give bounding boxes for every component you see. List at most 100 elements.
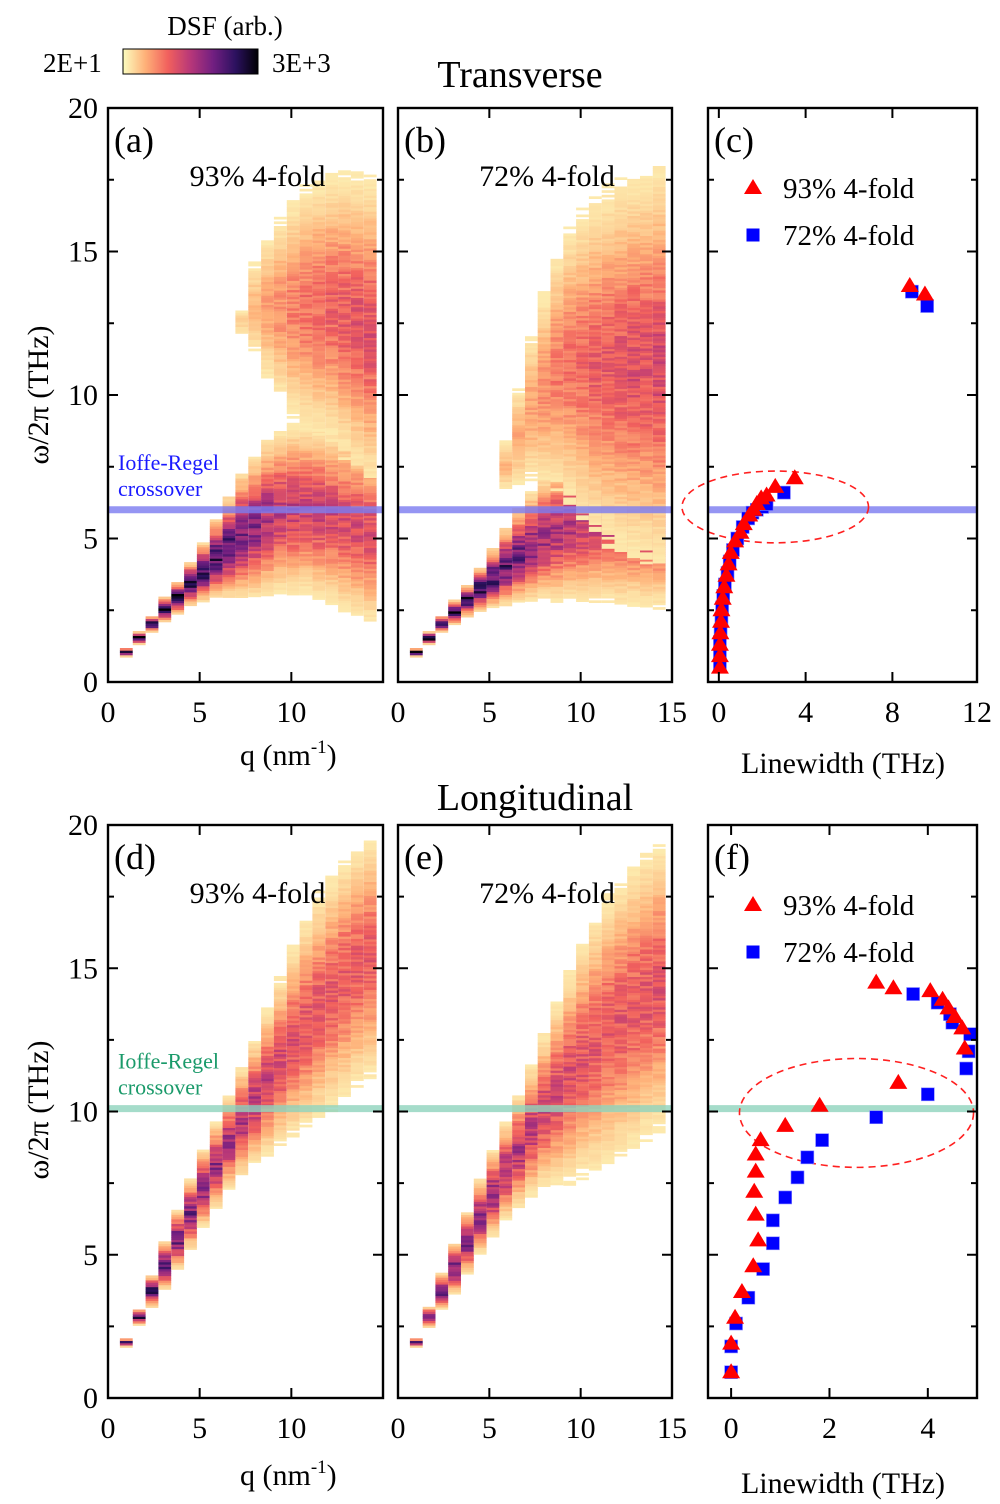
heatmap-cell <box>525 553 538 556</box>
heatmap-cell <box>299 200 313 203</box>
heatmap-cell <box>588 334 602 337</box>
heatmap-cell <box>235 1147 249 1150</box>
heatmap-cell <box>422 642 436 646</box>
heatmap-cell <box>614 553 628 557</box>
heatmap-cell <box>209 583 223 587</box>
heatmap-cell <box>299 301 313 304</box>
heatmap-cell <box>588 584 602 587</box>
heatmap-cell <box>525 550 538 554</box>
heatmap-cell <box>350 226 364 230</box>
heatmap-cell <box>235 1087 249 1091</box>
heatmap-cell <box>209 558 223 561</box>
heatmap-cell <box>499 601 513 605</box>
heatmap-cell <box>222 542 236 546</box>
heatmap-cell <box>222 526 236 529</box>
heatmap-cell <box>550 307 564 310</box>
heatmap-cell <box>222 501 236 504</box>
heatmap-cell <box>601 243 615 246</box>
heatmap-cell <box>588 336 602 339</box>
heatmap-cell <box>273 479 287 482</box>
heatmap-cell <box>299 209 313 213</box>
heatmap-cell <box>196 546 210 550</box>
heatmap-cell <box>627 353 640 357</box>
heatmap-cell <box>222 1134 236 1138</box>
heatmap-cell <box>286 519 300 522</box>
heatmap-cell <box>248 279 262 283</box>
heatmap-cell <box>312 537 326 541</box>
heatmap-cell <box>614 544 628 548</box>
heatmap-cell <box>145 630 159 633</box>
heatmap-cell <box>537 438 551 441</box>
heatmap-cell <box>640 341 653 344</box>
heatmap-cell <box>350 610 364 614</box>
heatmap-cell <box>512 459 525 463</box>
heatmap-cell <box>588 476 602 480</box>
heatmap-cell <box>196 597 210 601</box>
heatmap-cell <box>537 568 551 571</box>
heatmap-cell <box>171 1232 185 1236</box>
heatmap-cell <box>563 502 577 505</box>
heatmap-cell <box>350 555 364 559</box>
heatmap-cell <box>325 358 339 362</box>
heatmap-cell <box>588 327 602 330</box>
heatmap-cell <box>563 288 577 292</box>
heatmap-cell <box>563 261 577 264</box>
heatmap-cell <box>588 212 602 215</box>
heatmap-cell <box>350 276 364 280</box>
heatmap-cell <box>525 504 538 508</box>
heatmap-cell <box>588 517 602 521</box>
heatmap-cell <box>652 250 666 254</box>
heatmap-cell <box>273 1008 287 1011</box>
heatmap-cell <box>273 370 287 374</box>
heatmap-cell <box>588 561 602 564</box>
heatmap-cell <box>550 375 564 379</box>
heatmap-cell <box>640 361 653 365</box>
heatmap-cell <box>273 437 287 441</box>
heatmap-cell <box>248 334 262 338</box>
heatmap-cell <box>273 301 287 305</box>
heatmap-cell <box>627 530 640 533</box>
heatmap-cell <box>325 531 339 534</box>
heatmap-cell <box>563 359 577 363</box>
heatmap-cell <box>614 503 628 506</box>
heatmap-cell <box>588 239 602 243</box>
heatmap-cell <box>286 1082 300 1085</box>
heatmap-cell <box>640 527 653 530</box>
heatmap-cell <box>461 601 474 604</box>
heatmap-cell <box>338 436 351 440</box>
heatmap-cell <box>235 503 249 507</box>
heatmap-cell <box>601 321 615 324</box>
heatmap-cell <box>248 1041 262 1044</box>
heatmap-cell <box>576 597 589 600</box>
heatmap-cell <box>350 263 364 266</box>
heatmap-cell <box>525 599 538 602</box>
heatmap-cell <box>537 586 551 590</box>
heatmap-cell <box>248 1047 262 1051</box>
heatmap-cell <box>184 1205 197 1209</box>
heatmap-cell <box>325 432 339 435</box>
heatmap-cell <box>338 271 351 274</box>
heatmap-cell <box>486 582 500 586</box>
heatmap-cell <box>248 275 262 278</box>
heatmap-cell <box>550 540 564 544</box>
heatmap-cell <box>248 1063 262 1067</box>
heatmap-cell <box>601 249 615 253</box>
heatmap-cell <box>576 421 589 424</box>
heatmap-cell <box>614 601 628 605</box>
heatmap-cell <box>312 452 326 456</box>
heatmap-cell <box>550 401 564 404</box>
heatmap-cell <box>652 436 666 440</box>
axis-ticks <box>398 107 673 683</box>
heatmap-cell <box>325 198 339 201</box>
heatmap-cell <box>363 264 377 267</box>
heatmap-cell <box>652 388 666 392</box>
heatmap-cell <box>299 246 313 249</box>
heatmap-cell <box>222 1178 236 1181</box>
heatmap-cell <box>614 590 628 594</box>
heatmap-cell <box>325 503 339 507</box>
heatmap-cell <box>363 614 377 617</box>
heatmap-cell <box>325 409 339 412</box>
heatmap-cell <box>286 523 300 527</box>
heatmap-cell <box>350 462 364 466</box>
heatmap-cell <box>576 444 589 447</box>
